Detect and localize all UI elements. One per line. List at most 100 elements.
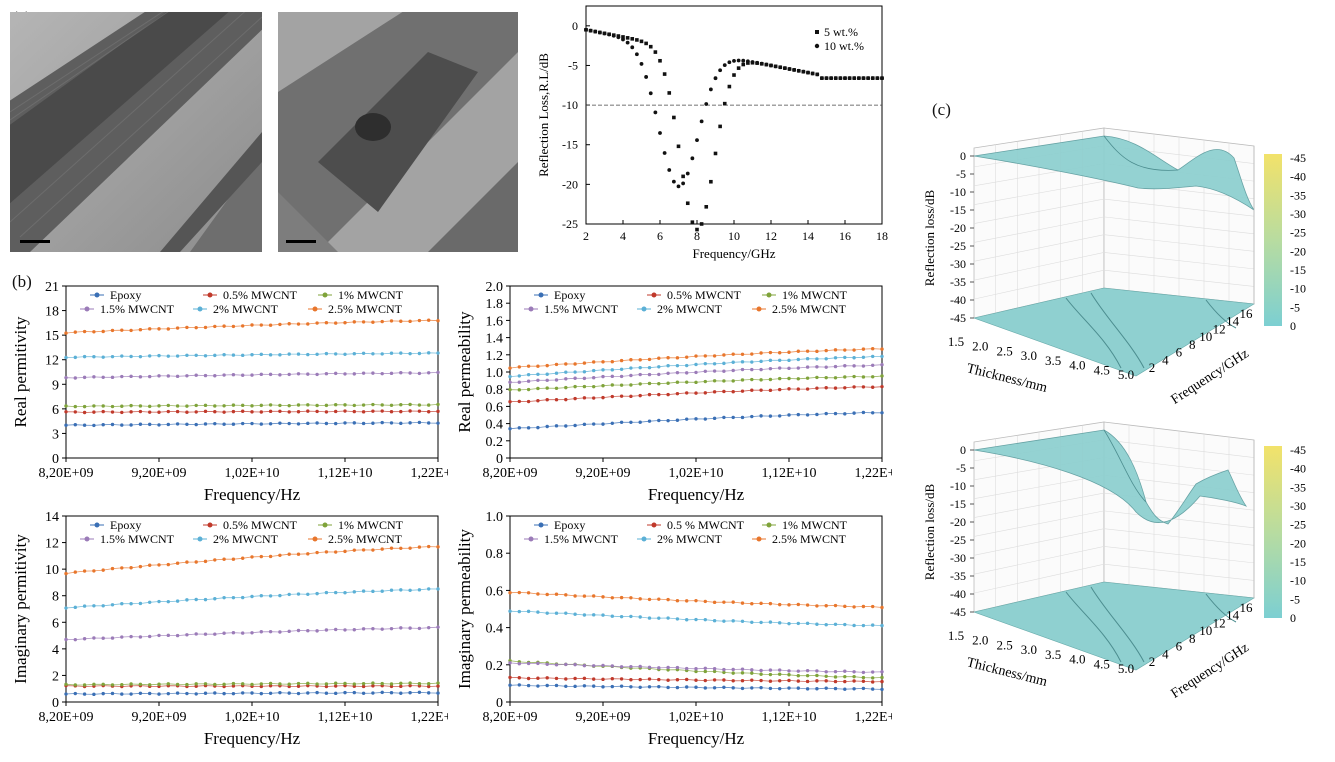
scale-bar-right bbox=[286, 240, 316, 243]
data-point bbox=[712, 678, 717, 682]
data-point bbox=[545, 363, 549, 368]
data-point bbox=[278, 403, 282, 408]
data-point bbox=[731, 379, 735, 383]
data-point bbox=[324, 351, 329, 356]
data-point bbox=[138, 404, 143, 408]
data-point bbox=[213, 682, 217, 687]
data-point bbox=[592, 613, 596, 617]
real-permittivity-chart: 0 3 6 9 12 15 18 21 8,20E+09 9,20E+09 1,02E+10 1,12… bbox=[11, 280, 448, 504]
panel-label-b: (b) bbox=[12, 272, 32, 291]
rl-point bbox=[634, 52, 639, 57]
data-point bbox=[573, 662, 577, 667]
colorbar-label: -40 bbox=[1290, 462, 1306, 476]
data-point bbox=[796, 686, 800, 690]
rl-point bbox=[861, 76, 866, 81]
panel-label-c: (c) bbox=[932, 100, 951, 119]
data-point bbox=[82, 683, 87, 687]
legend-marker bbox=[756, 306, 762, 312]
colorbar-label: -25 bbox=[1290, 226, 1306, 240]
data-point bbox=[564, 385, 568, 390]
data-point bbox=[334, 691, 338, 696]
data-point bbox=[554, 663, 559, 667]
data-point bbox=[657, 677, 661, 682]
data-point bbox=[361, 691, 366, 695]
data-point bbox=[805, 679, 810, 684]
colorbar-label: -45 bbox=[1290, 151, 1306, 165]
data-point bbox=[148, 374, 152, 379]
data-point bbox=[241, 373, 245, 377]
data-point bbox=[110, 603, 115, 607]
data-point bbox=[324, 628, 329, 632]
data-point bbox=[352, 548, 356, 552]
series-mw15 bbox=[64, 625, 440, 642]
data-point bbox=[408, 351, 412, 356]
x-axis-label: Frequency/GHz bbox=[692, 246, 775, 261]
data-point bbox=[389, 351, 394, 355]
data-point bbox=[222, 595, 226, 600]
data-point bbox=[259, 410, 263, 414]
rl-point bbox=[699, 119, 704, 124]
data-point bbox=[610, 677, 614, 681]
data-point bbox=[175, 682, 180, 687]
data-point bbox=[629, 358, 633, 362]
data-point bbox=[241, 556, 245, 560]
data-point bbox=[399, 421, 403, 426]
data-point bbox=[92, 569, 96, 573]
data-point bbox=[148, 404, 152, 409]
data-point bbox=[880, 374, 884, 378]
data-point bbox=[241, 595, 245, 600]
data-point bbox=[417, 682, 422, 686]
data-point bbox=[871, 670, 875, 674]
data-point bbox=[601, 374, 605, 379]
data-point bbox=[629, 373, 633, 378]
data-point bbox=[861, 355, 866, 360]
data-point bbox=[526, 661, 531, 666]
legend-marker bbox=[538, 292, 544, 298]
tem-image-right bbox=[278, 12, 518, 252]
data-point bbox=[852, 670, 856, 674]
thickness-tick-label: 2.0 bbox=[972, 633, 988, 648]
data-point bbox=[508, 387, 512, 392]
thickness-tick-label: 3.5 bbox=[1045, 647, 1061, 662]
series-mw15 bbox=[508, 661, 884, 675]
data-point bbox=[601, 360, 605, 364]
y-tick-label: -10 bbox=[562, 98, 578, 112]
data-point bbox=[554, 683, 559, 688]
data-point bbox=[712, 379, 717, 383]
data-point bbox=[306, 552, 310, 556]
data-point bbox=[694, 370, 698, 375]
data-point bbox=[361, 548, 366, 552]
legend-marker bbox=[528, 536, 534, 542]
data-point bbox=[852, 348, 856, 352]
legend-entry: 0.5% MWCNT bbox=[223, 518, 298, 532]
data-point bbox=[731, 360, 735, 364]
z-tick-label: 0 bbox=[960, 149, 966, 163]
data-point bbox=[92, 636, 96, 640]
x-tick-label: 1,22E+10 bbox=[855, 710, 892, 725]
rl-point bbox=[824, 76, 829, 81]
data-point bbox=[334, 681, 338, 685]
data-point bbox=[805, 365, 810, 369]
data-point bbox=[306, 691, 310, 695]
data-point bbox=[610, 394, 614, 399]
data-point bbox=[101, 375, 105, 379]
data-point bbox=[657, 616, 661, 620]
data-point bbox=[768, 414, 773, 418]
data-point bbox=[545, 683, 549, 688]
data-point bbox=[296, 592, 301, 596]
series-epoxy bbox=[64, 690, 440, 697]
data-point bbox=[675, 380, 680, 384]
data-point bbox=[352, 372, 356, 376]
data-point bbox=[703, 379, 707, 384]
data-point bbox=[508, 675, 512, 680]
data-point bbox=[833, 679, 838, 684]
data-point bbox=[629, 366, 633, 370]
data-point bbox=[564, 677, 568, 681]
rl-point bbox=[787, 67, 792, 71]
data-point bbox=[306, 421, 310, 426]
data-point bbox=[843, 669, 847, 673]
data-point bbox=[399, 319, 403, 323]
data-point bbox=[666, 616, 670, 620]
colorbar-label: -10 bbox=[1290, 282, 1306, 296]
imaginary-permittivity-chart: 0 2 4 6 8 10 12 14 8,20E+09 9,20E+09 1,02E+10 1,12E… bbox=[11, 510, 448, 748]
